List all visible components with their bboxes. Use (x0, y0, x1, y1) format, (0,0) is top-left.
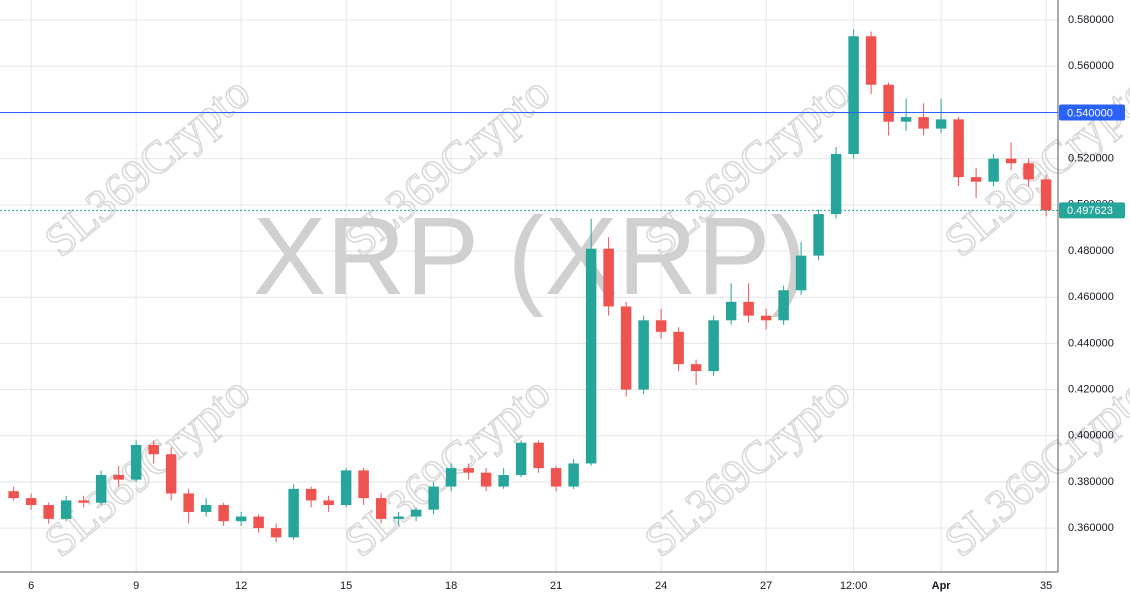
y-tick-label: 0.440000 (1068, 337, 1114, 349)
candle-body (708, 320, 719, 372)
candle-body (200, 505, 212, 512)
x-tick-label: 9 (133, 580, 139, 592)
candle-body (725, 301, 737, 321)
candle-body (60, 500, 72, 519)
y-tick-label: 0.360000 (1068, 522, 1114, 534)
y-tick-label: 0.460000 (1068, 291, 1114, 303)
candle-body (218, 505, 229, 522)
candle-body (165, 454, 177, 494)
candle-body (95, 475, 107, 503)
y-tick-label: 0.480000 (1068, 245, 1114, 257)
candle-body (375, 498, 387, 519)
y-tick-label: 0.580000 (1068, 14, 1114, 26)
candle-body (813, 214, 824, 256)
candle-body (463, 468, 474, 473)
candle-body (1005, 158, 1017, 164)
candle-body (743, 301, 754, 316)
candle-body (358, 470, 369, 499)
x-tick-label: 6 (28, 580, 34, 592)
candle-body (480, 472, 492, 487)
candle-body (603, 248, 614, 307)
candle-body (445, 468, 457, 487)
candle-body (970, 177, 982, 182)
candle-body (1023, 163, 1034, 180)
candle-body (410, 509, 422, 517)
candle-body (953, 119, 964, 178)
candle-body (585, 248, 597, 464)
x-tick-label: 27 (760, 580, 772, 592)
price-label: 0.540000 (1067, 107, 1113, 119)
candle-body (673, 331, 684, 365)
x-tick-label: 15 (340, 580, 352, 592)
y-tick-label: 0.560000 (1068, 60, 1114, 72)
candle-body (918, 117, 929, 129)
candle-body (340, 470, 352, 506)
candle-body (498, 475, 509, 487)
candle-body (183, 493, 194, 512)
candle-body (638, 320, 649, 390)
x-tick-label: 35 (1040, 580, 1052, 592)
candle-body (690, 364, 702, 372)
candle-body (550, 468, 562, 487)
candle-body (393, 516, 404, 519)
candle-body (900, 117, 912, 122)
y-tick-label: 0.420000 (1068, 383, 1114, 395)
price-label-box (1059, 202, 1125, 219)
x-tick-label: 18 (445, 580, 457, 592)
candle-body (620, 306, 632, 390)
candle-body (515, 442, 527, 476)
candle-body (305, 488, 317, 501)
y-tick-label: 0.400000 (1068, 430, 1114, 442)
candle-body (830, 154, 842, 215)
candle-body (270, 528, 282, 538)
candle-body (78, 500, 89, 503)
x-tick-label: Apr (932, 580, 952, 592)
candle-body (533, 442, 544, 469)
x-tick-label: 12 (235, 580, 247, 592)
candle-body (43, 505, 54, 519)
candle-body (235, 516, 247, 522)
candle-body (113, 475, 124, 480)
candle-body (323, 500, 334, 506)
candle-body (1040, 179, 1052, 211)
price-label-box (1059, 104, 1125, 121)
candle-body (25, 498, 37, 506)
candle-body (865, 36, 877, 85)
candle-body (428, 486, 439, 510)
y-tick-label: 0.380000 (1068, 476, 1114, 488)
candle-body (8, 491, 19, 499)
watermark-title: XRP (XRP) (253, 195, 807, 318)
candle-body (778, 290, 789, 321)
candle-body (130, 444, 142, 480)
y-tick-label: 0.520000 (1068, 153, 1114, 165)
candle-body (988, 158, 999, 182)
x-tick-label: 12:00 (840, 580, 868, 592)
candle-body (935, 119, 947, 129)
candle-body (253, 516, 264, 529)
candle-body (148, 444, 159, 455)
candle-body (760, 315, 772, 321)
candle-body (795, 255, 807, 291)
x-tick-label: 24 (655, 580, 667, 592)
candle-body (848, 36, 859, 155)
candle-body (655, 320, 667, 332)
candle-body (568, 463, 579, 487)
candle-body (883, 84, 894, 122)
candle-body (288, 488, 299, 538)
price-label: 0.497623 (1067, 205, 1113, 217)
x-tick-label: 21 (550, 580, 562, 592)
